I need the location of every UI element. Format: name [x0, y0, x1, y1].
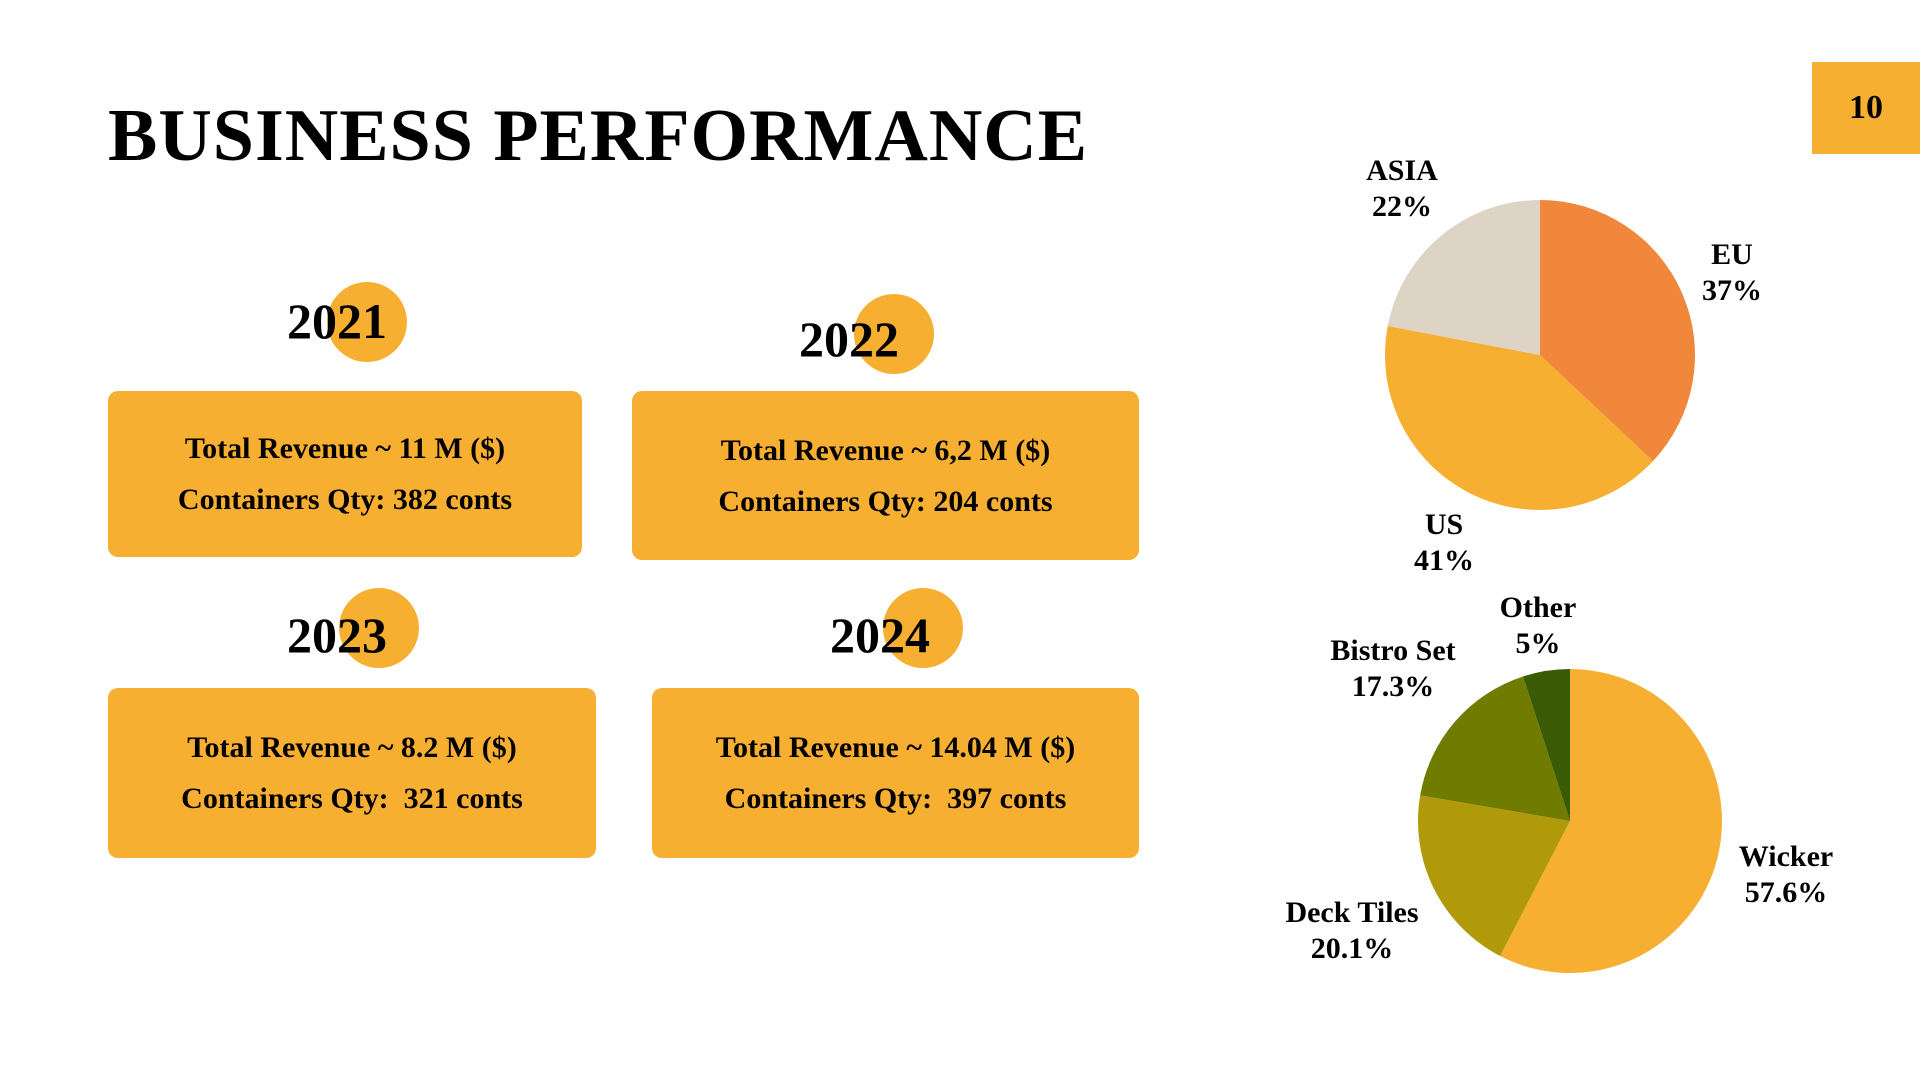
pie-label-deck-tiles: Deck Tiles 20.1%: [1285, 896, 1418, 965]
year-2021-marker-circle: [327, 282, 407, 362]
year-2022-label: 2022: [799, 311, 899, 367]
year-2024-label: 2024: [830, 607, 930, 663]
year-2022-containers: Containers Qty: 204 conts: [718, 484, 1053, 518]
year-2021-card: Total Revenue ~ 11 M ($) Containers Qty:…: [108, 391, 582, 557]
pie-label-eu: EU 37%: [1702, 238, 1762, 307]
page-number: 10: [1849, 89, 1883, 126]
product-pie-chart: Wicker 57.6% Deck Tiles 20.1% Bistro Set 17.3…: [1285, 591, 1833, 974]
pie-label-name: Other: [1500, 591, 1577, 624]
year-2024-revenue: Total Revenue ~ 14.04 M ($): [715, 731, 1076, 764]
pie-label-value: 37%: [1702, 274, 1762, 307]
year-2023-card: Total Revenue ~ 8.2 M ($) Containers Qty…: [108, 688, 596, 858]
pie-label-name: US: [1425, 508, 1463, 541]
year-2022-revenue: Total Revenue ~ 6,2 M ($): [720, 433, 1051, 467]
pie-label-asia: ASIA 22%: [1366, 154, 1438, 223]
slide-title: BUSINESS PERFORMANCE: [108, 95, 1089, 177]
pie-label-name: Deck Tiles: [1285, 896, 1418, 929]
year-2024-card: Total Revenue ~ 14.04 M ($) Containers Q…: [652, 688, 1139, 858]
pie-label-value: 22%: [1372, 190, 1432, 223]
pie-slice-other: [1523, 669, 1570, 821]
pie-label-value: 5%: [1516, 627, 1561, 660]
pie-label-name: ASIA: [1366, 154, 1438, 187]
year-2023-containers: Containers Qty: 321 conts: [181, 782, 523, 815]
region-pie-chart: EU 37% US 41% ASIA 22%: [1366, 154, 1762, 577]
pie-slice-deck-tiles: [1418, 795, 1570, 956]
year-2021-revenue: Total Revenue ~ 11 M ($): [184, 432, 506, 465]
pie-label-bistro-set: Bistro Set 17.3%: [1330, 634, 1455, 703]
pie-label-value: 41%: [1414, 544, 1474, 577]
pie-label-name: Wicker: [1739, 840, 1833, 873]
pie-slice-bistro-set: [1420, 676, 1570, 821]
pie-label-wicker: Wicker 57.6%: [1739, 840, 1833, 909]
pie-label-us: US 41%: [1414, 508, 1474, 577]
pie-slice-eu: [1540, 200, 1696, 462]
pie-label-name: EU: [1711, 238, 1753, 271]
pie-label-value: 17.3%: [1352, 670, 1435, 703]
page-number-badge: 10: [1812, 62, 1920, 154]
year-2021-label: 2021: [287, 293, 387, 349]
pie-slice-us: [1385, 325, 1653, 511]
pie-label-other: Other 5%: [1500, 591, 1577, 660]
pie-slice-asia: [1387, 200, 1540, 355]
pie-label-value: 20.1%: [1311, 932, 1394, 965]
pie-slice-wicker: [1500, 669, 1722, 974]
pie-label-value: 57.6%: [1745, 876, 1828, 909]
year-2022-marker-circle: [854, 294, 934, 374]
pie-label-name: Bistro Set: [1330, 634, 1455, 667]
year-2024-marker-circle: [883, 588, 963, 668]
year-2023-revenue: Total Revenue ~ 8.2 M ($): [187, 731, 517, 764]
year-2023-label: 2023: [287, 607, 387, 663]
year-2023-marker-circle: [339, 588, 419, 668]
year-2022-card: Total Revenue ~ 6,2 M ($) Containers Qty…: [632, 391, 1139, 560]
year-2024-containers: Containers Qty: 397 conts: [724, 782, 1067, 815]
year-2021-containers: Containers Qty: 382 conts: [177, 483, 513, 516]
